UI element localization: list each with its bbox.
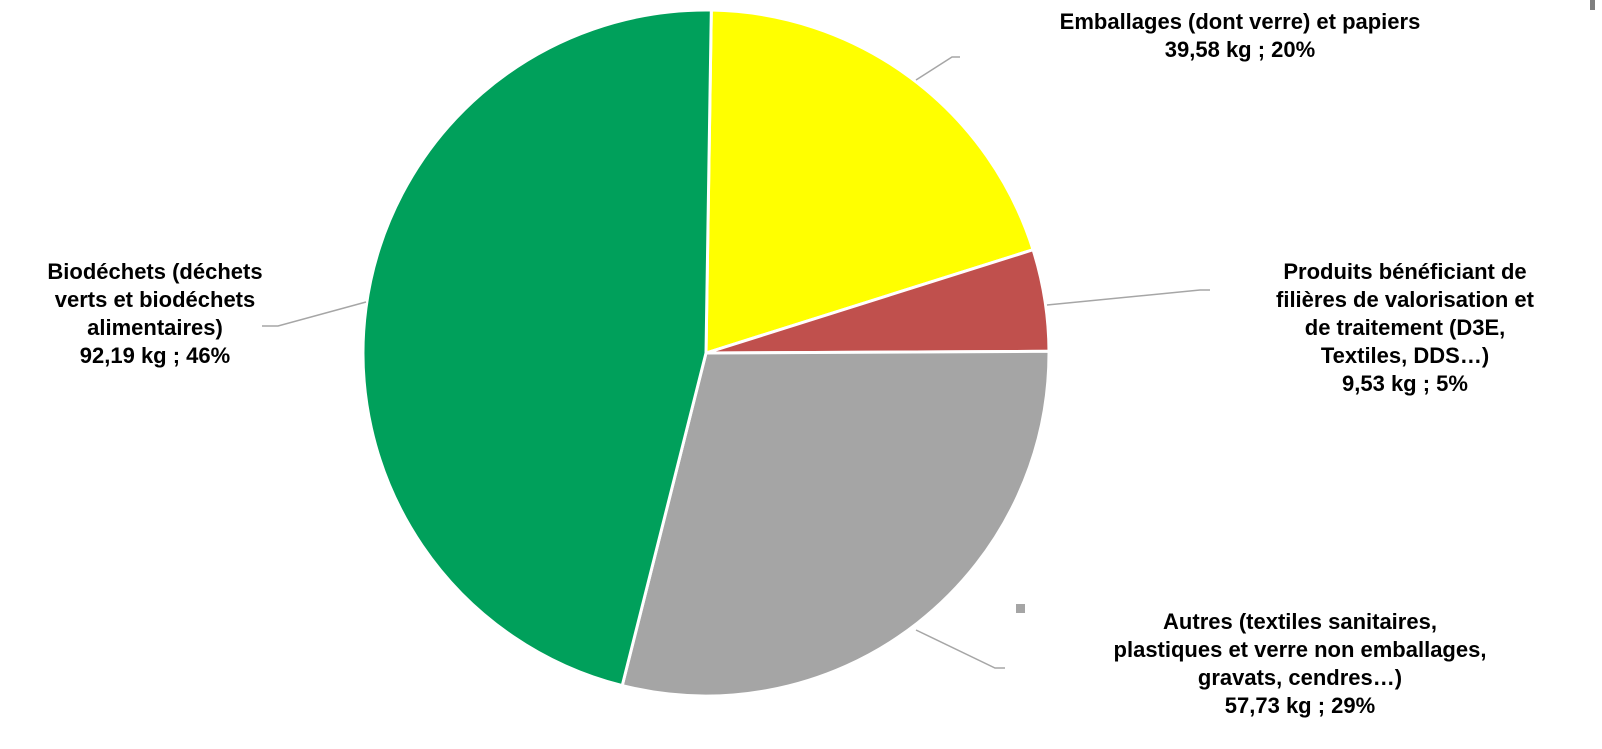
data-label-name-line: plastiques et verre non emballages, <box>1113 637 1487 662</box>
data-label-name-line: Produits bénéficiant de <box>1283 259 1527 284</box>
pie-slice-autres <box>620 349 1051 698</box>
data-label-autres: Autres (textiles sanitaires, plastiques … <box>1020 608 1580 720</box>
legend-key-autres <box>1016 604 1025 613</box>
data-label-produits: Produits bénéficiant de filières de valo… <box>1210 258 1600 398</box>
leader-line-emballages <box>915 56 960 81</box>
data-label-value: 9,53 kg ; 5% <box>1342 371 1468 396</box>
corner-marker <box>1590 0 1595 10</box>
leader-line-autres <box>915 629 1005 669</box>
data-label-emballages: Emballages (dont verre) et papiers 39,58… <box>960 8 1520 64</box>
leader-line-produits <box>1046 289 1210 306</box>
leader-lines <box>262 56 1210 669</box>
data-label-name-line: Biodéchets (déchets <box>47 259 263 284</box>
data-label-value: 57,73 kg ; 29% <box>1224 693 1376 718</box>
data-label-name-line: filières de valorisation et <box>1276 287 1534 312</box>
data-label-name-line: de traitement (D3E, <box>1304 315 1506 340</box>
data-label-value: 39,58 kg ; 20% <box>1164 37 1316 62</box>
data-label-name-line: Autres (textiles sanitaires, <box>1163 609 1437 634</box>
data-label-value: 92,19 kg ; 46% <box>79 343 231 368</box>
leader-line-biodechets <box>262 301 367 327</box>
data-label-name-line: Textiles, DDS…) <box>1320 343 1490 368</box>
data-label-biodechets: Biodéchets (déchets verts et biodéchets … <box>0 258 310 370</box>
data-label-name-line: gravats, cendres…) <box>1197 665 1403 690</box>
pie-slice-biodechets <box>361 8 713 688</box>
pie-slice-emballages <box>704 8 1035 356</box>
data-label-name-line: alimentaires) <box>87 315 223 340</box>
data-label-name-line: Emballages (dont verre) et papiers <box>1059 9 1421 34</box>
data-label-name-line: verts et biodéchets <box>54 287 256 312</box>
pie-slices <box>361 8 1051 698</box>
